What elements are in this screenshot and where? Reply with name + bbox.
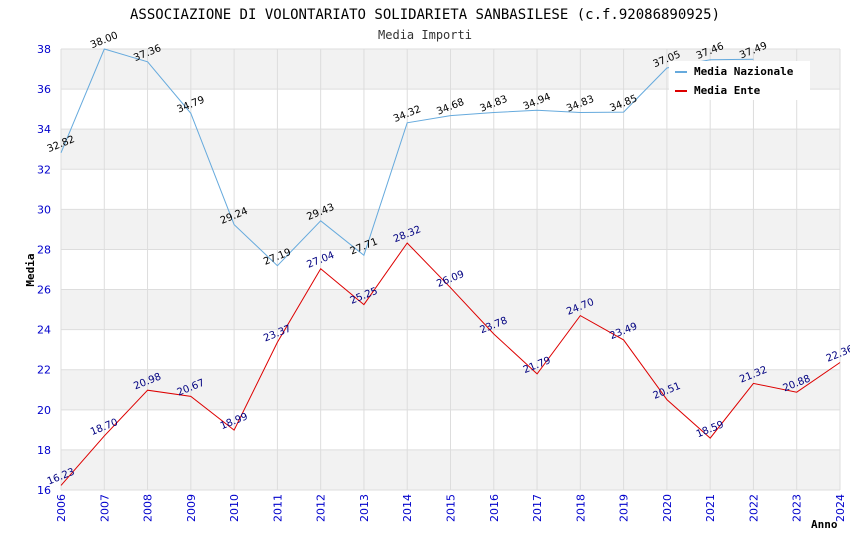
y-tick-label: 36 [37,83,51,96]
x-tick-label: 2024 [834,494,847,522]
y-axis-label: Media [24,253,37,286]
x-tick-label: 2014 [401,494,414,522]
x-tick-label: 2012 [315,494,328,522]
chart-title: ASSOCIAZIONE DI VOLONTARIATO SOLIDARIETA… [130,7,720,23]
x-tick-label: 2007 [98,494,111,522]
legend: Media Nazionale Media Ente [669,61,810,100]
x-tick-label: 2023 [791,494,804,522]
data-label: 22.36 [825,344,850,365]
y-tick-label: 38 [37,43,51,56]
legend-label-media-ente: Media Ente [694,84,761,97]
series-line-media-ente [60,242,841,486]
y-tick-label: 32 [37,163,51,176]
x-axis-ticks: 2006 2007 2008 2009 2010 2011 2012 2013 2014 2015… [55,494,847,522]
x-tick-label: 2010 [228,494,241,522]
y-tick-label: 30 [37,203,51,216]
x-tick-label: 2018 [574,494,587,522]
y-tick-label: 22 [37,364,51,377]
y-tick-label: 34 [37,123,51,136]
x-tick-label: 2011 [271,494,284,522]
legend-label-media-nazionale: Media Nazionale [694,65,794,78]
chart-subtitle: Media Importi [378,28,472,42]
y-axis-ticks: 16 18 20 22 24 26 28 30 32 34 36 38 [37,43,51,497]
x-axis-label: Anno [811,518,838,531]
x-tick-label: 2020 [661,494,674,522]
y-tick-label: 20 [37,404,51,417]
x-tick-label: 2015 [445,494,458,522]
x-tick-label: 2019 [618,494,631,522]
x-tick-label: 2022 [747,494,760,522]
series-lines [60,48,841,486]
x-tick-label: 2009 [185,494,198,522]
series-line-media-nazionale [60,48,754,267]
x-tick-label: 2013 [358,494,371,522]
y-tick-label: 24 [37,324,51,337]
y-tick-label: 28 [37,243,51,256]
y-tick-label: 18 [37,444,51,457]
data-label: 38.00 [89,30,120,51]
y-tick-label: 26 [37,284,51,297]
x-tick-label: 2017 [531,494,544,522]
legend-box [669,61,810,100]
x-tick-label: 2006 [55,494,68,522]
x-tick-label: 2016 [488,494,501,522]
x-tick-label: 2021 [704,494,717,522]
y-tick-label: 16 [37,484,51,497]
x-tick-label: 2008 [142,494,155,522]
